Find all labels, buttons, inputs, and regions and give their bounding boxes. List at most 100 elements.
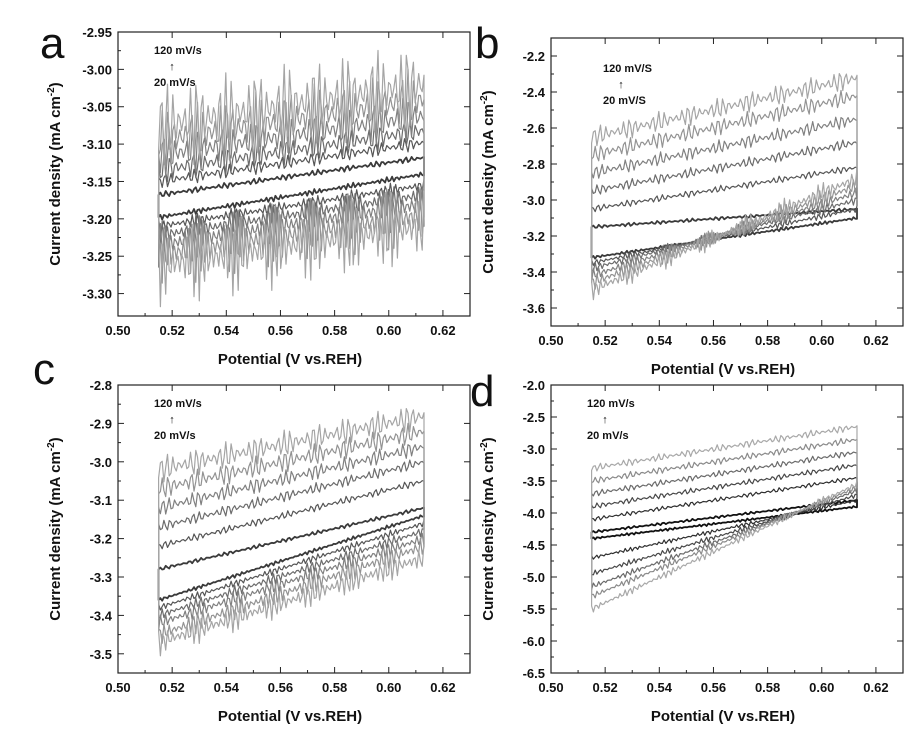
annotation-min-rate: 20 mV/S — [603, 95, 646, 107]
y-tick-label: -3.25 — [82, 249, 112, 264]
y-tick-label: -3.3 — [90, 570, 112, 585]
annotation-arrow: ↑ — [169, 61, 175, 73]
annotation-max-rate: 120 mV/s — [154, 398, 202, 410]
y-axis-title-close: ) — [480, 90, 497, 95]
y-tick-label: -2.8 — [523, 157, 545, 172]
cv-curve-c-6 — [158, 408, 425, 657]
cv-curve-b-6 — [591, 73, 858, 301]
x-tick-label: 0.58 — [322, 323, 347, 338]
y-tick-label: -3.2 — [90, 532, 112, 547]
x-tick-label: 0.62 — [863, 680, 888, 695]
y-tick-label: -3.05 — [82, 100, 112, 115]
y-tick-label: -3.10 — [82, 137, 112, 152]
x-tick-label: 0.60 — [376, 680, 401, 695]
x-axis-title: Potential (V vs.REH) — [218, 351, 362, 368]
panel-label: b — [475, 19, 499, 68]
cv-curve-d-5 — [591, 437, 858, 599]
plot-frame — [117, 31, 471, 317]
y-axis-title: Current density (mA cm-2) — [479, 90, 497, 273]
x-tick-label: 0.56 — [268, 323, 293, 338]
annotation-min-rate: 20 mV/s — [154, 430, 196, 442]
cv-curve-d-1 — [590, 499, 858, 541]
y-tick-label: -4.5 — [523, 538, 545, 553]
annotation-min-rate: 20 mV/s — [587, 430, 629, 442]
y-tick-label: -2.0 — [523, 378, 545, 393]
y-axis-title-main: Current density (mA cm — [480, 104, 497, 273]
x-tick-label: 0.54 — [647, 680, 673, 695]
y-tick-label: -5.0 — [523, 570, 545, 585]
y-tick-label: -2.4 — [523, 85, 546, 100]
x-tick-label: 0.62 — [863, 333, 888, 348]
y-tick-label: -3.2 — [523, 229, 545, 244]
y-tick-label: -2.6 — [523, 121, 545, 136]
x-axis-title: Potential (V vs.REH) — [651, 361, 795, 378]
x-tick-label: 0.54 — [647, 333, 673, 348]
annotation-arrow: ↑ — [618, 79, 624, 91]
y-tick-label: -6.5 — [523, 666, 545, 681]
y-tick-label: -2.8 — [90, 378, 112, 393]
x-tick-label: 0.56 — [268, 680, 293, 695]
x-tick-label: 0.60 — [809, 333, 834, 348]
panel-d: 0.50 0.52 0.54 0.56 0.58 0.60 0.62 -2.0 -2.5 -3.0… — [470, 367, 904, 725]
y-tick-label: -2.9 — [90, 416, 112, 431]
cv-curve-a-6 — [158, 49, 425, 308]
panel-label: c — [33, 345, 55, 394]
x-tick-label: 0.62 — [430, 323, 455, 338]
x-tick-label: 0.60 — [376, 323, 401, 338]
x-tick-label: 0.58 — [755, 680, 780, 695]
y-tick-label: -3.0 — [523, 193, 545, 208]
y-tick-label: -3.5 — [90, 647, 112, 662]
panel-b: 0.50 0.52 0.54 0.56 0.58 0.60 0.62 -2.2 -2.4 -2.6… — [475, 19, 904, 378]
y-tick-label: -3.1 — [90, 493, 112, 508]
x-axis-title: Potential (V vs.REH) — [651, 708, 795, 725]
y-tick-label: -3.4 — [523, 265, 546, 280]
x-tick-label: 0.58 — [755, 333, 780, 348]
y-axis-title-close: ) — [47, 82, 64, 87]
y-tick-label: -2.95 — [82, 25, 112, 40]
y-axis-title-close: ) — [47, 437, 64, 442]
x-tick-label: 0.56 — [701, 333, 726, 348]
y-axis-title-main: Current density (mA cm — [47, 96, 64, 265]
x-tick-label: 0.56 — [701, 680, 726, 695]
x-tick-label: 0.50 — [538, 680, 563, 695]
y-tick-label: -3.20 — [82, 212, 112, 227]
annotation-arrow: ↑ — [602, 414, 608, 426]
annotation-max-rate: 120 mV/s — [587, 398, 635, 410]
x-axis-title: Potential (V vs.REH) — [218, 708, 362, 725]
y-tick-label: -3.4 — [90, 608, 113, 623]
y-tick-label: -3.5 — [523, 474, 545, 489]
y-tick-label: -3.30 — [82, 287, 112, 302]
y-axis-title-close: ) — [480, 437, 497, 442]
panel-a: 0.50 0.52 0.54 0.56 0.58 0.60 0.62 -2.95 -3.00 -3… — [40, 19, 471, 368]
y-tick-label: -3.00 — [82, 62, 112, 77]
x-tick-label: 0.50 — [105, 680, 130, 695]
x-tick-label: 0.54 — [214, 323, 240, 338]
cv-curve-d-6 — [591, 425, 858, 613]
x-tick-label: 0.58 — [322, 680, 347, 695]
plot-frame — [117, 384, 471, 674]
y-axis-title-superscript: -2 — [479, 95, 490, 104]
y-tick-label: -5.5 — [523, 602, 545, 617]
x-tick-label: 0.52 — [159, 323, 184, 338]
y-axis-title: Current density (mA cm-2) — [46, 82, 64, 265]
annotation-min-rate: 20 mV/s — [154, 77, 196, 89]
y-tick-label: -3.0 — [523, 442, 545, 457]
annotation-max-rate: 120 mV/S — [603, 63, 652, 75]
x-tick-label: 0.60 — [809, 680, 834, 695]
panel-label: d — [470, 367, 494, 416]
x-tick-label: 0.50 — [538, 333, 563, 348]
y-axis-title-main: Current density (mA cm — [480, 451, 497, 620]
y-tick-label: -4.0 — [523, 506, 545, 521]
x-tick-label: 0.54 — [214, 680, 240, 695]
y-axis-title-superscript: -2 — [479, 442, 490, 451]
panel-label: a — [40, 19, 65, 68]
x-tick-label: 0.52 — [592, 333, 617, 348]
x-tick-label: 0.62 — [430, 680, 455, 695]
y-axis-title-superscript: -2 — [46, 442, 57, 451]
y-tick-label: -3.15 — [82, 174, 112, 189]
x-tick-label: 0.50 — [105, 323, 130, 338]
y-axis-title: Current density (mA cm-2) — [479, 437, 497, 620]
y-tick-label: -3.6 — [523, 301, 545, 316]
y-tick-label: -3.0 — [90, 455, 112, 470]
